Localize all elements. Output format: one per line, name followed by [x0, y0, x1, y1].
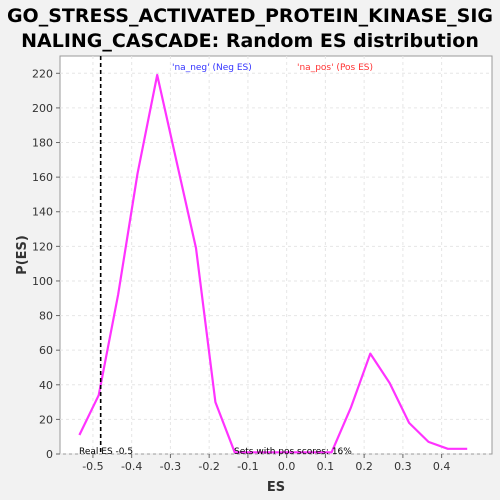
y-tick-label: 200 [32, 102, 53, 115]
y-tick-label: 60 [39, 344, 53, 357]
x-tick-label: 0.3 [394, 460, 412, 473]
axes: -0.5 -0.4 -0.3 -0.2 -0.1 0.0 0.1 0.2 0.3 0.4 0 20 40… [32, 67, 450, 473]
x-tick-label: -0.5 [82, 460, 103, 473]
grid-lines [60, 56, 492, 455]
y-tick-label: 20 [39, 413, 53, 426]
y-tick-label: 120 [32, 240, 53, 253]
pos-scores-annotation: Sets with pos scores: 16% [234, 447, 352, 457]
y-tick-label: 180 [32, 137, 53, 150]
y-tick-label: 160 [32, 171, 53, 184]
x-tick-label: -0.4 [121, 460, 142, 473]
x-tick-label: 0.1 [317, 460, 335, 473]
chart-title-line-2: NALING_CASCADE: Random ES distribution [21, 30, 479, 52]
x-axis-label: ES [267, 480, 285, 495]
chart-title-line-1: GO_STRESS_ACTIVATED_PROTEIN_KINASE_SIG [7, 5, 493, 27]
x-tick-label: -0.2 [198, 460, 219, 473]
series-layer [78, 73, 468, 454]
x-tick-label: -0.3 [160, 460, 181, 473]
y-tick-label: 100 [32, 275, 53, 288]
x-tick-label: -0.1 [237, 460, 258, 473]
y-tick-label: 80 [39, 310, 53, 323]
real-es-annotation: Real ES -0.5 [79, 447, 133, 457]
y-tick-label: 40 [39, 379, 53, 392]
y-tick-label: 0 [46, 448, 53, 461]
x-tick-label: 0.4 [433, 460, 451, 473]
legend-pos-label: 'na_pos' (Pos ES) [297, 63, 373, 73]
legend-neg-label: 'na_neg' (Neg ES) [172, 63, 252, 73]
y-axis-label: P(ES) [15, 235, 30, 275]
es-distribution-line [78, 73, 468, 454]
x-tick-label: 0.2 [355, 460, 373, 473]
y-tick-label: 140 [32, 206, 53, 219]
x-tick-label: 0.0 [278, 460, 296, 473]
y-tick-label: 220 [32, 67, 53, 80]
